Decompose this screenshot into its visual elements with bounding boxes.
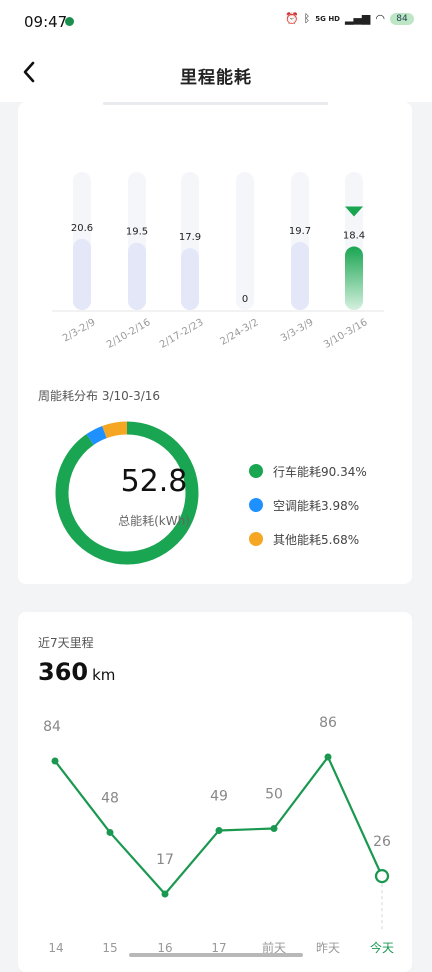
bar-track: [236, 172, 254, 310]
selected-marker-icon: [345, 206, 363, 217]
legend-label: 空调能耗3.98%: [273, 498, 360, 513]
x-axis-label: 今天: [370, 940, 394, 955]
bar-value-label: 17.9: [179, 232, 201, 243]
data-point[interactable]: [106, 828, 114, 836]
signal-icon: ▂▄▆: [345, 12, 371, 25]
energy-card: 20.6 2/3-2/9 19.5 2/10-2/16 17.9 2/17-2/23 0 2/…: [18, 102, 412, 584]
legend-label: 行车能耗90.34%: [273, 464, 367, 479]
chevron-left-icon: [23, 61, 35, 83]
x-tick-label: 3/10-3/16: [322, 317, 370, 351]
x-axis-label: 16: [157, 941, 172, 955]
data-point[interactable]: [51, 757, 59, 765]
network-type: 5G HD: [315, 14, 340, 23]
bar-value-label: 19.5: [126, 227, 148, 238]
x-tick-label: 3/3-3/9: [279, 317, 316, 344]
mileage-total-value: 360: [38, 658, 89, 686]
mileage-unit: km: [92, 666, 116, 684]
legend-item: 行车能耗90.34%: [249, 454, 367, 488]
distribution-title: 周能耗分布 3/10-3/16: [38, 389, 161, 403]
scroll-hint: [103, 102, 328, 105]
point-value-label: 86: [319, 715, 337, 731]
legend-dot-icon: [249, 498, 263, 512]
legend-dot-icon: [249, 464, 263, 478]
legend-item: 其他能耗5.68%: [249, 522, 367, 556]
data-point[interactable]: [215, 826, 223, 834]
x-tick-label: 2/10-2/16: [105, 317, 153, 351]
data-point[interactable]: [161, 890, 169, 898]
battery-icon: 84: [390, 12, 414, 25]
total-energy-value: 52.8: [120, 464, 188, 499]
mileage-line: [54, 755, 384, 896]
bar-value-label: 0: [242, 294, 248, 305]
bar[interactable]: [73, 238, 91, 310]
energy-legend: 行车能耗90.34% 空调能耗3.98% 其他能耗5.68%: [249, 454, 367, 556]
point-value-label: 17: [156, 852, 174, 868]
data-point[interactable]: [374, 869, 390, 884]
bar[interactable]: [291, 242, 309, 310]
x-axis-label: 前天: [262, 940, 286, 955]
x-axis-label: 17: [211, 941, 226, 955]
data-point[interactable]: [324, 753, 332, 761]
status-bar: 09:47 ⏰ ᛒ 5G HD ▂▄▆ ◠ 84: [0, 0, 432, 44]
bar-value-label: 20.6: [71, 223, 93, 234]
x-axis-label: 14: [48, 941, 63, 955]
energy-donut-chart[interactable]: [54, 420, 200, 566]
legend-label: 其他能耗5.68%: [273, 532, 360, 547]
x-axis-label: 15: [102, 941, 117, 955]
total-energy-label: 总能耗(kWh): [118, 514, 190, 528]
bluetooth-icon: ᛒ: [303, 12, 311, 25]
mileage-card: 近7天里程 360 km 84 14 48 15 17 16 49 17 50 前天 86 昨天 26 今天: [18, 612, 412, 972]
x-axis-label: 昨天: [316, 941, 340, 955]
legend-dot-icon: [249, 532, 263, 546]
bar[interactable]: [181, 248, 199, 310]
mileage-title: 近7天里程: [38, 636, 94, 650]
wifi-icon: ◠: [375, 12, 385, 25]
nav-bar: 里程能耗: [0, 44, 432, 102]
x-tick-label: 2/3-2/9: [61, 317, 98, 344]
bar-value-label: 18.4: [343, 231, 365, 242]
weekly-energy-bar-chart[interactable]: 20.6 2/3-2/9 19.5 2/10-2/16 17.9 2/17-2/23 0 2/…: [18, 102, 412, 362]
bar[interactable]: [345, 246, 363, 310]
x-tick-label: 2/24-3/2: [218, 317, 260, 348]
bar[interactable]: [128, 242, 146, 310]
point-value-label: 49: [210, 788, 228, 804]
point-value-label: 84: [43, 719, 61, 735]
mileage-line-chart[interactable]: 84 14 48 15 17 16 49 17 50 前天 86 昨天 26 今天: [18, 612, 412, 972]
app-notification-icon: [65, 17, 74, 26]
status-icons: ⏰ ᛒ 5G HD ▂▄▆ ◠ 84: [285, 12, 414, 25]
point-value-label: 50: [265, 786, 283, 802]
mileage-total: 360 km: [38, 658, 115, 686]
point-value-label: 48: [101, 790, 119, 806]
legend-item: 空调能耗3.98%: [249, 488, 367, 522]
x-tick-label: 2/17-2/23: [158, 317, 206, 351]
point-value-label: 26: [373, 834, 391, 850]
home-indicator: [129, 953, 303, 957]
alarm-icon: ⏰: [284, 12, 299, 25]
bar-value-label: 19.7: [289, 226, 311, 237]
back-button[interactable]: [18, 58, 46, 88]
status-time: 09:47: [24, 13, 68, 31]
data-point[interactable]: [270, 824, 278, 832]
page-title: 里程能耗: [180, 68, 252, 88]
donut-slice: [55, 421, 199, 565]
